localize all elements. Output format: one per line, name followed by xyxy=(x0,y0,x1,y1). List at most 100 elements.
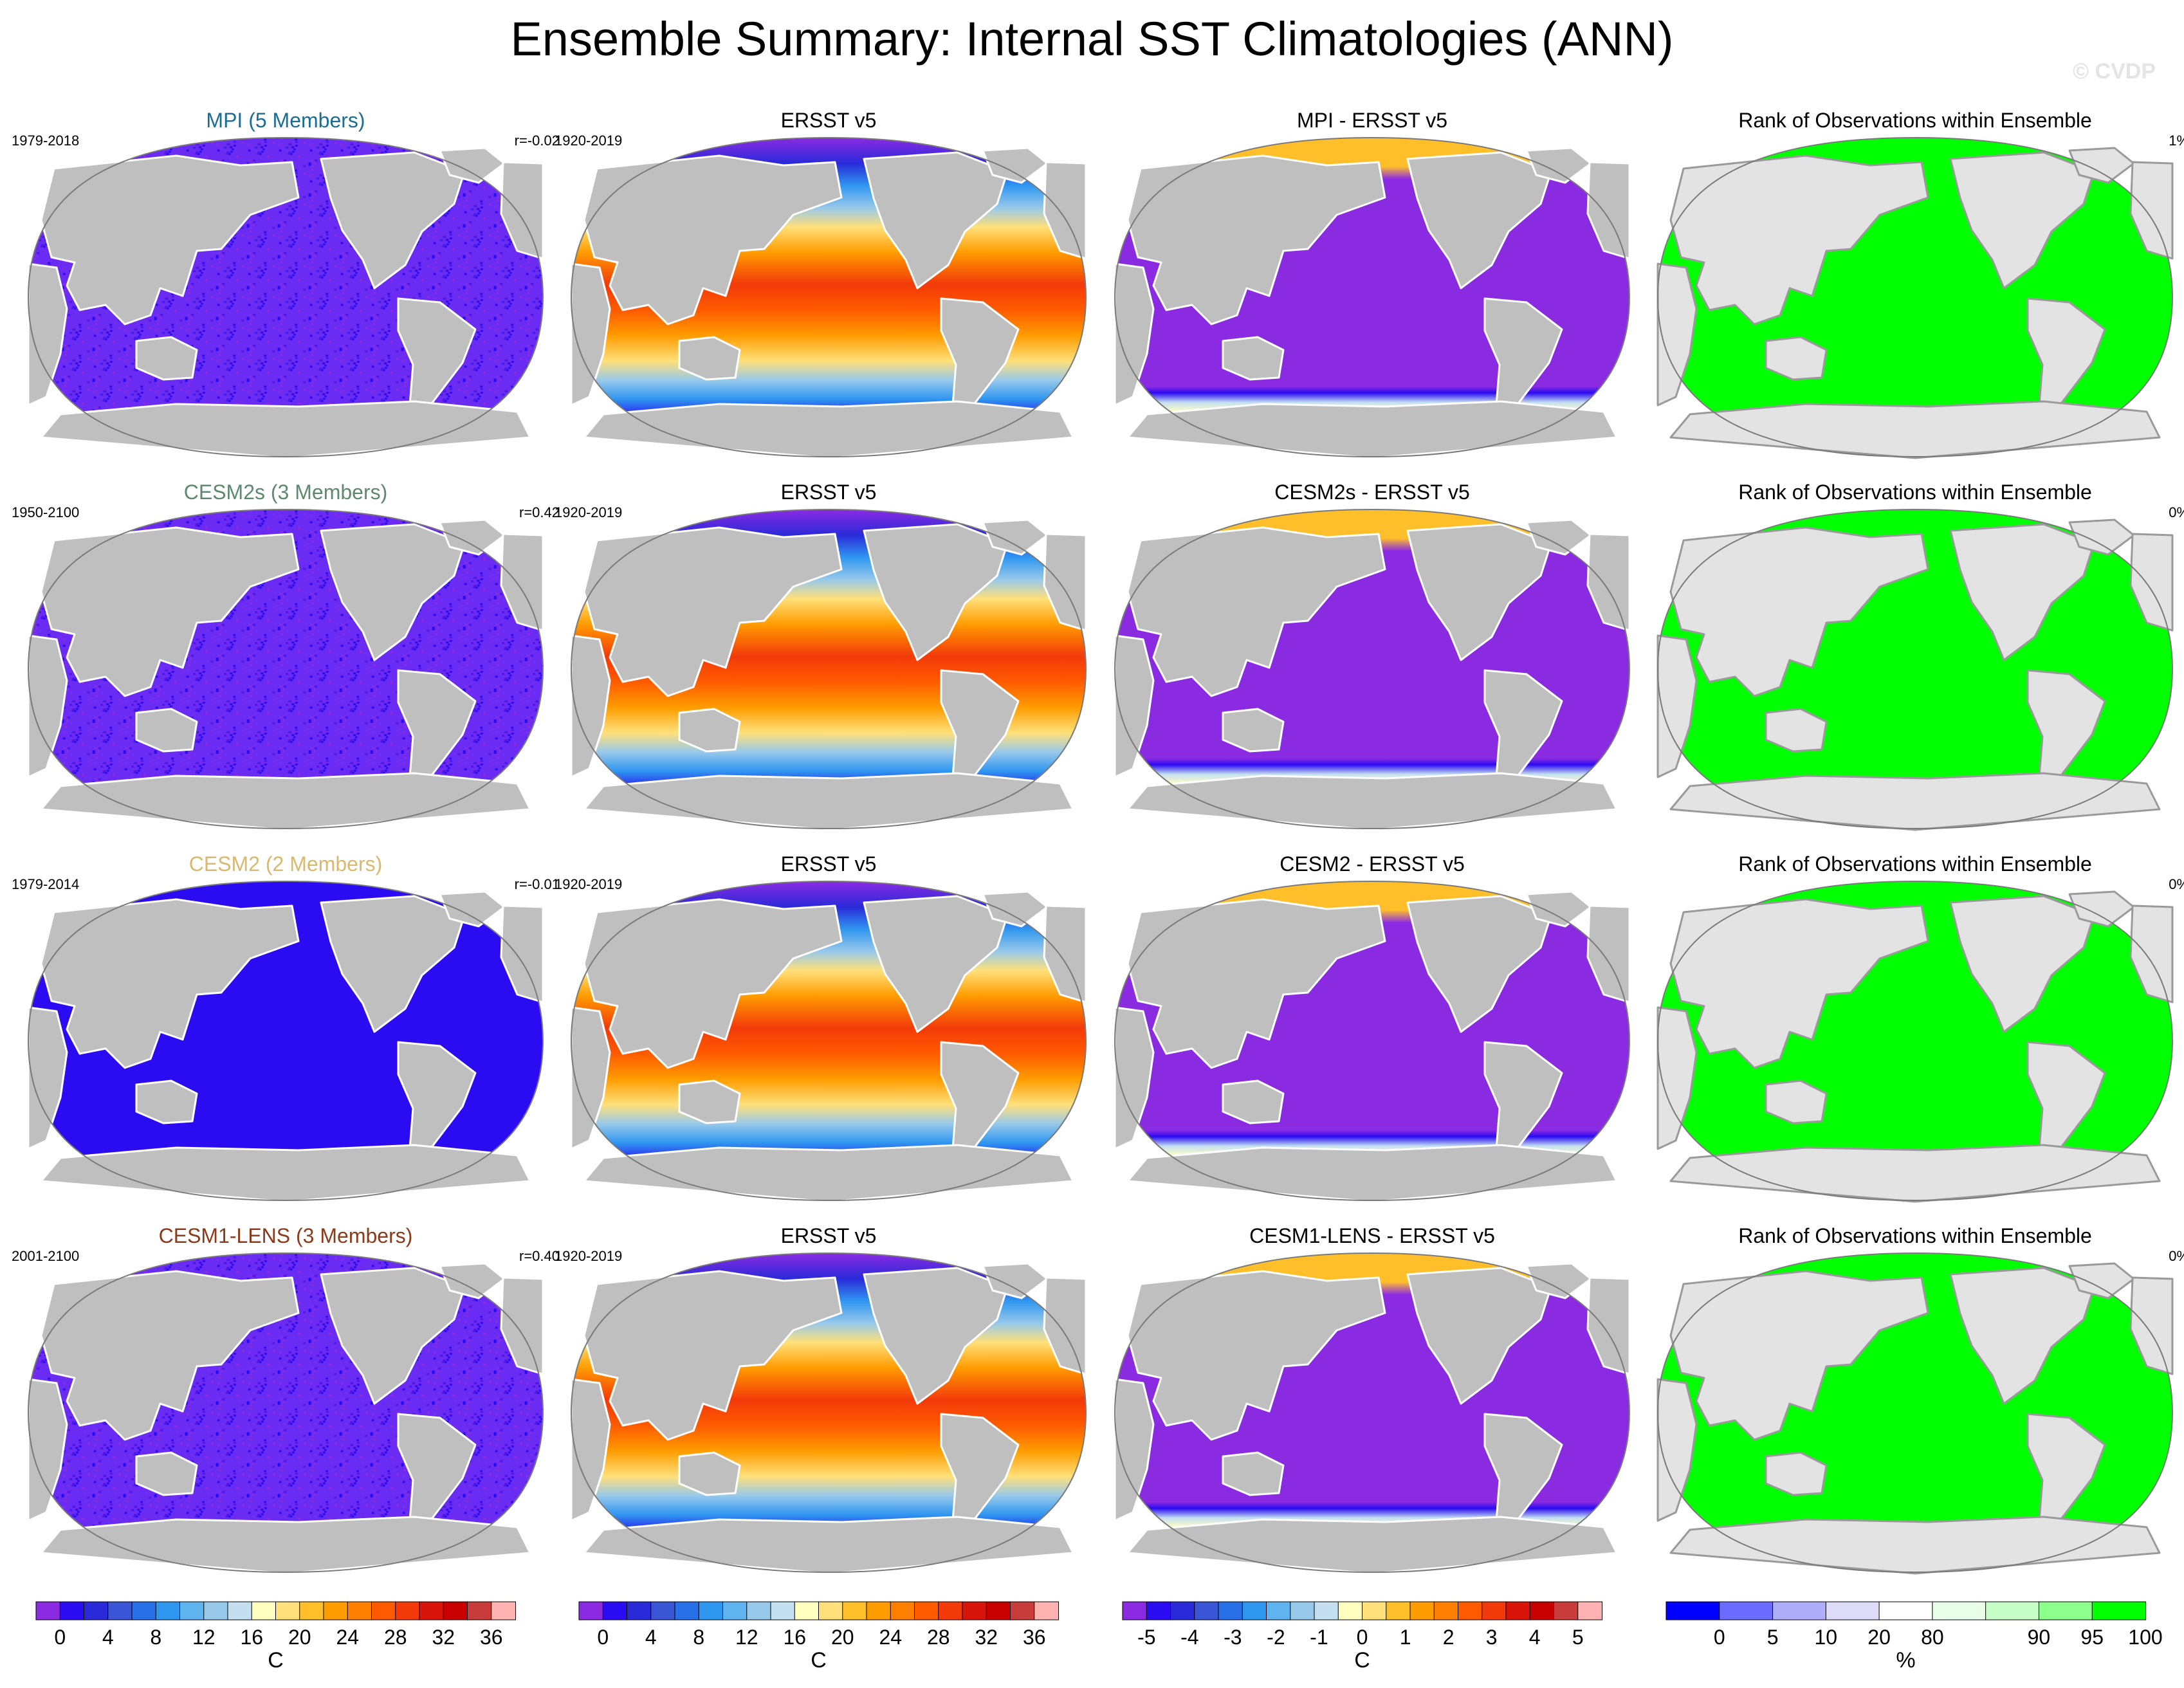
colorbar-swatch xyxy=(1170,1601,1195,1620)
colorbar-units: % xyxy=(1896,1648,1915,1673)
colorbar-swatch xyxy=(1932,1601,1987,1620)
difference-title: CESM2s - ERSST v5 xyxy=(1274,481,1469,504)
land-greenland xyxy=(982,890,1049,928)
land-antarctica xyxy=(40,1516,531,1575)
colorbar-units: C xyxy=(268,1648,284,1673)
land-antarctica xyxy=(1126,400,1618,459)
colorbar-tick-label: 2 xyxy=(1443,1626,1454,1649)
colorbar-swatch xyxy=(84,1601,109,1620)
map-border xyxy=(1656,1252,2174,1573)
colorbar-swatch xyxy=(890,1601,915,1620)
colorbar-swatch xyxy=(698,1601,724,1620)
obs-title: ERSST v5 xyxy=(781,109,877,132)
land-greenland xyxy=(2068,518,2135,556)
land-greenland xyxy=(1525,1262,1592,1299)
map-border xyxy=(570,508,1087,830)
land-antarctica xyxy=(583,1144,1074,1203)
land-eurasia xyxy=(40,526,300,697)
colorbar-tick-label: 20 xyxy=(1867,1626,1891,1649)
colorbar-swatch xyxy=(491,1601,516,1620)
colorbar-swatch xyxy=(419,1601,445,1620)
land-europe xyxy=(1043,904,1087,1004)
colorbar-3: -5 -4 -3 -2 -1 0 1 2 3 4 5 C xyxy=(1122,1601,1602,1673)
land-europe xyxy=(500,904,544,1004)
colorbar-swatch xyxy=(203,1601,228,1620)
colorbar-tick-label: 16 xyxy=(784,1626,807,1649)
colorbar-swatch xyxy=(1194,1601,1219,1620)
land-africa xyxy=(1656,262,1698,407)
land-aus xyxy=(135,1451,198,1496)
map-border xyxy=(1114,880,1631,1202)
rank-title: Rank of Observations within Ensemble xyxy=(1738,1224,2092,1247)
colorbar-swatch xyxy=(938,1601,963,1620)
rank-percent-label: 1% xyxy=(2169,133,2184,149)
land-greenland xyxy=(439,890,506,928)
colorbar-swatch xyxy=(914,1601,939,1620)
landmask xyxy=(570,518,1087,831)
colorbar-swatch xyxy=(1985,1601,2040,1620)
period-label: 2001-2100 xyxy=(12,1248,79,1264)
land-africa xyxy=(27,1006,68,1150)
map-panel-r2-c1 xyxy=(27,508,544,831)
land-greenland xyxy=(982,1262,1049,1299)
colorbar-1: 0 4 8 12 16 20 24 28 32 36 C xyxy=(35,1601,516,1673)
colorbar-swatch xyxy=(722,1601,748,1620)
map-panel-r2-c4 xyxy=(1656,508,2174,831)
land-europe xyxy=(1043,533,1087,632)
land-eurasia xyxy=(1126,1270,1386,1441)
colorbar-swatch xyxy=(866,1601,892,1620)
colorbar-tick-label: 32 xyxy=(975,1626,998,1649)
land-greenland xyxy=(982,147,1049,184)
colorbar-swatch xyxy=(299,1601,324,1620)
landmask xyxy=(27,890,544,1203)
colorbar-swatch xyxy=(1362,1601,1387,1620)
landmask xyxy=(1656,1262,2174,1575)
land-aus xyxy=(1765,336,1828,381)
colorbar-swatch xyxy=(371,1601,396,1620)
colorbar-tick-label: 0 xyxy=(1714,1626,1725,1649)
land-europe xyxy=(1586,533,1631,632)
colorbar-swatch xyxy=(443,1601,468,1620)
colorbar-swatch xyxy=(1386,1601,1411,1620)
colorbar-swatch xyxy=(674,1601,700,1620)
land-antarctica xyxy=(1126,1516,1618,1575)
colorbar-swatch xyxy=(107,1601,133,1620)
colorbar-tick-label: 36 xyxy=(480,1626,503,1649)
map-border xyxy=(570,1252,1087,1573)
land-aus xyxy=(135,336,198,381)
land-aus xyxy=(135,708,198,753)
colorbar-swatch xyxy=(578,1601,604,1620)
colorbar-swatch xyxy=(1529,1601,1555,1620)
map-border xyxy=(27,1252,544,1573)
land-antarctica xyxy=(1669,1144,2161,1203)
landmask xyxy=(1656,518,2174,831)
map-border xyxy=(1114,1252,1631,1573)
land-antarctica xyxy=(1669,400,2161,459)
colorbar-2: 0 4 8 12 16 20 24 28 32 36 C xyxy=(578,1601,1059,1673)
rank-title: Rank of Observations within Ensemble xyxy=(1738,109,2092,132)
ensemble-title: MPI (5 Members) xyxy=(206,109,365,132)
colorbar-tick-label: 20 xyxy=(831,1626,854,1649)
land-antarctica xyxy=(1126,1144,1618,1203)
land-greenland xyxy=(439,147,506,184)
colorbar-tick-label: 4 xyxy=(1529,1626,1541,1649)
colorbar-swatch xyxy=(842,1601,867,1620)
land-eurasia xyxy=(1669,1270,1929,1441)
pattern-correlation-label: r=0.40 xyxy=(519,1248,560,1264)
land-eurasia xyxy=(1669,898,1929,1069)
pattern-correlation-label: r=-0.01 xyxy=(515,876,560,892)
colorbar-swatch xyxy=(602,1601,628,1620)
colorbar-tick-label: 95 xyxy=(2080,1626,2104,1649)
rank-percent-label: 0% xyxy=(2169,1248,2184,1264)
land-antarctica xyxy=(40,1144,531,1203)
colorbar-tick-label: 28 xyxy=(927,1626,950,1649)
colorbar-tick-label: 100 xyxy=(2128,1626,2162,1649)
map-panel-r3-c1 xyxy=(27,880,544,1203)
colorbar-units: C xyxy=(1354,1648,1370,1673)
difference-title: CESM2 - ERSST v5 xyxy=(1280,852,1464,876)
colorbar-tick-label: 1 xyxy=(1400,1626,1411,1649)
land-eurasia xyxy=(1669,154,1929,326)
colorbar-tick-label: -4 xyxy=(1180,1626,1198,1649)
colorbar-swatch xyxy=(1505,1601,1531,1620)
map-border xyxy=(1656,880,2174,1202)
